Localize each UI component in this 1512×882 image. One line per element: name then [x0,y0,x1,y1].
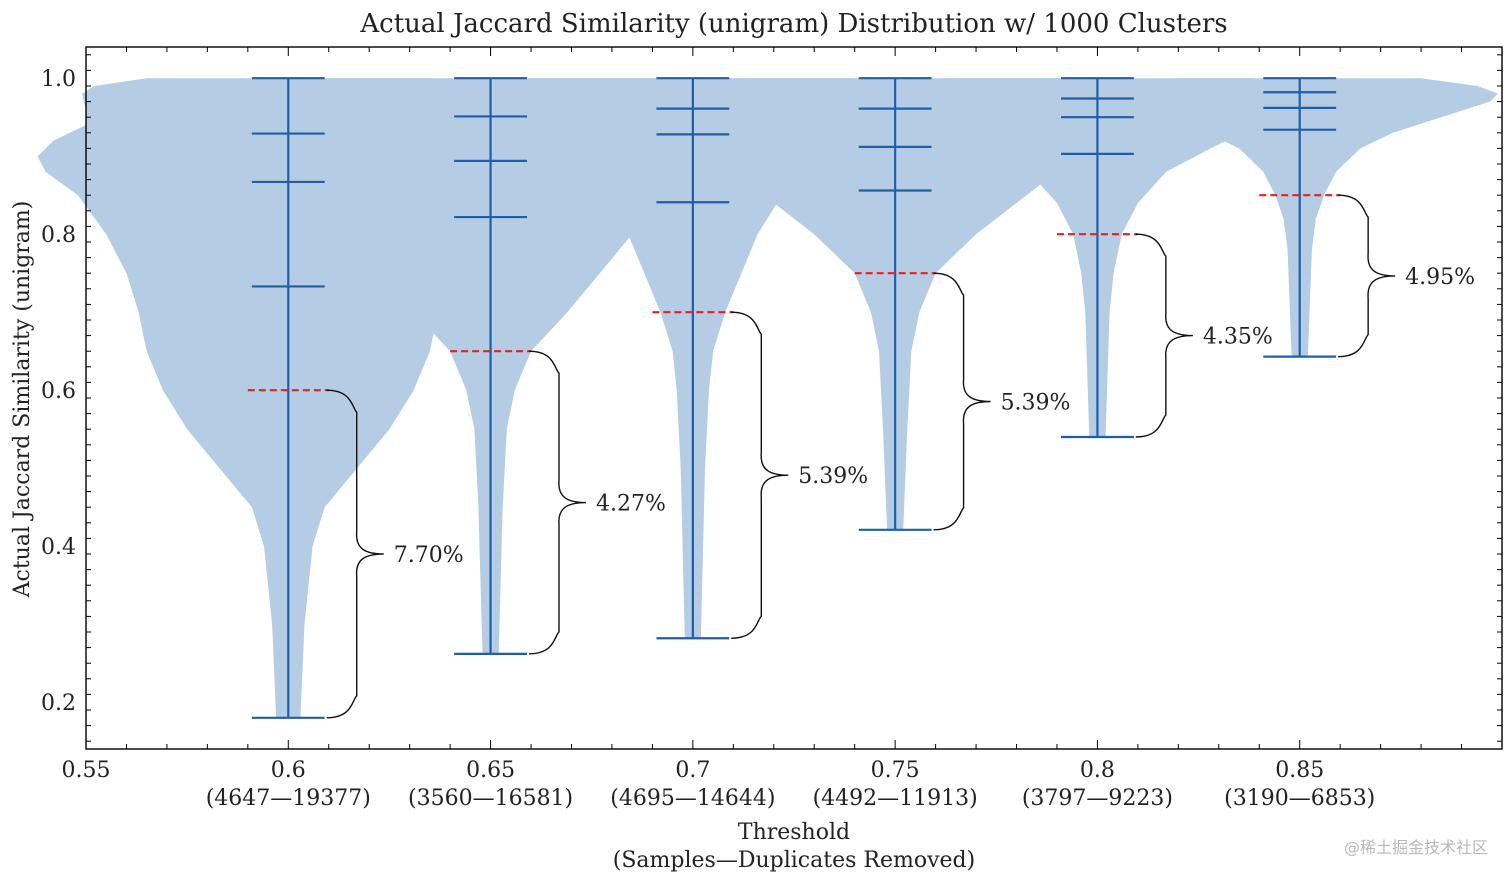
x-tick-label-2: 0.65 [466,758,515,783]
percent-label-2: 5.39% [798,464,868,489]
percent-label-4: 4.35% [1203,325,1273,350]
x-axis-ticks: 0.55 0.6 0.65 0.7 0.75 0.8 0.85 (4647—19377) (35… [62,47,1503,811]
x-tick-counts-0: (4647—19377) [206,786,371,811]
threshold-lines-group [247,194,1341,392]
brace-4 [1135,233,1193,438]
x-tick-label-4: 0.75 [871,758,920,783]
x-tick-counts-4: (3797—9223) [1022,786,1173,811]
brace-3 [933,272,991,531]
x-tick-label-0: 0.55 [62,758,111,783]
x-axis-label-secondary: (Samples—Duplicates Removed) [613,848,975,873]
watermark: @稀土掘金技术社区 [1343,838,1488,857]
x-axis-label: Threshold [738,820,850,845]
percent-label-5: 4.95% [1405,265,1475,290]
violin-group [37,78,1498,718]
y-tick-label-1: 0.4 [41,535,76,560]
x-tick-counts-5: (3190—6853) [1224,786,1375,811]
x-tick-counts-1: (3560—16581) [408,786,573,811]
x-tick-label-6: 0.85 [1275,758,1324,783]
chart-title: Actual Jaccard Similarity (unigram) Dist… [359,9,1227,39]
brace-1 [529,350,587,655]
percent-label-3: 5.39% [1001,391,1071,416]
x-tick-label-1: 0.6 [271,758,306,783]
y-axis-ticks: 0.2 0.4 0.6 0.8 1.0 [41,54,1502,742]
brace-annotations-group: 7.70% 4.27% 5.39% 5.39% 4.35% 4.95% [326,194,1475,719]
y-tick-label-0: 0.2 [41,691,76,716]
percent-label-1: 4.27% [596,492,666,517]
x-tick-label-3: 0.7 [675,758,710,783]
x-tick-counts-3: (4492—11913) [813,786,978,811]
brace-0 [326,389,384,719]
brace-5 [1338,194,1396,358]
y-tick-label-2: 0.6 [41,379,76,404]
brace-2 [731,311,789,639]
x-tick-counts-2: (4695—14644) [610,786,775,811]
y-tick-label-4: 1.0 [41,67,76,92]
stat-lines-group [251,77,1337,719]
percent-label-0: 7.70% [394,543,464,568]
x-tick-label-5: 0.8 [1080,758,1115,783]
y-tick-label-3: 0.8 [41,223,76,248]
y-axis-label: Actual Jaccard Similarity (unigram) [10,201,35,599]
